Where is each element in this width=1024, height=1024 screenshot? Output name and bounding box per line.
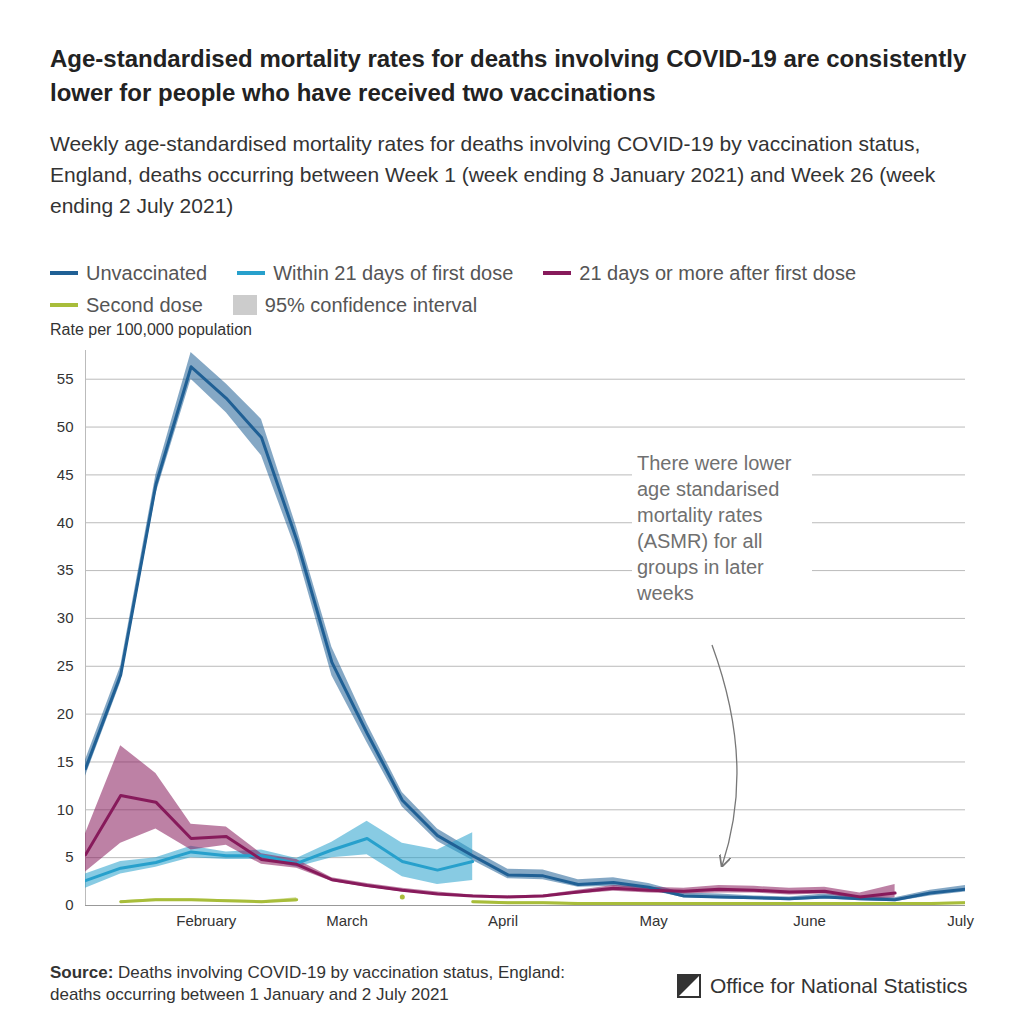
svg-text:5: 5 xyxy=(65,848,73,865)
svg-text:0: 0 xyxy=(65,896,73,913)
svg-text:45: 45 xyxy=(57,466,74,483)
svg-text:February: February xyxy=(176,912,237,929)
html-text:95% confidence interval: 95% confidence interval xyxy=(264,293,478,316)
svg-text:April: April xyxy=(488,912,518,929)
html-text:Office for National Statistics: Office for National Statistics xyxy=(710,974,968,997)
html-text:There were lower age standaris: There were lower age standarised mortali… xyxy=(637,452,792,604)
svg-text:June: June xyxy=(793,912,826,929)
svg-text:July: July xyxy=(947,912,974,929)
html-text:Second dose: Second dose xyxy=(86,293,203,316)
svg-text:May: May xyxy=(639,912,668,929)
svg-text:30: 30 xyxy=(57,609,74,626)
svg-text:March: March xyxy=(326,912,368,929)
svg-text:25: 25 xyxy=(57,657,74,674)
svg-text:55: 55 xyxy=(57,370,74,387)
svg-text:10: 10 xyxy=(57,801,74,818)
html-text:Weekly age-standardised mortal: Weekly age-standardised mortality rates … xyxy=(50,132,936,217)
html-text:Unvaccinated: Unvaccinated xyxy=(86,261,208,284)
html-text:Source: Deaths involving COVID: Source: Deaths involving COVID-19 by vac… xyxy=(50,963,565,1004)
svg-text:20: 20 xyxy=(57,705,74,722)
html-text:21 days or more after first do: 21 days or more after first dose xyxy=(579,261,857,284)
svg-text:50: 50 xyxy=(57,418,74,435)
svg-text:15: 15 xyxy=(57,753,74,770)
html-text:Rate per 100,000 population: Rate per 100,000 population xyxy=(50,321,252,338)
html-text:Age-standardised mortality rat: Age-standardised mortality rates for dea… xyxy=(50,45,967,106)
svg-text:40: 40 xyxy=(57,514,74,531)
svg-text:35: 35 xyxy=(57,561,74,578)
html-text:Within 21 days of first dose: Within 21 days of first dose xyxy=(273,261,514,284)
